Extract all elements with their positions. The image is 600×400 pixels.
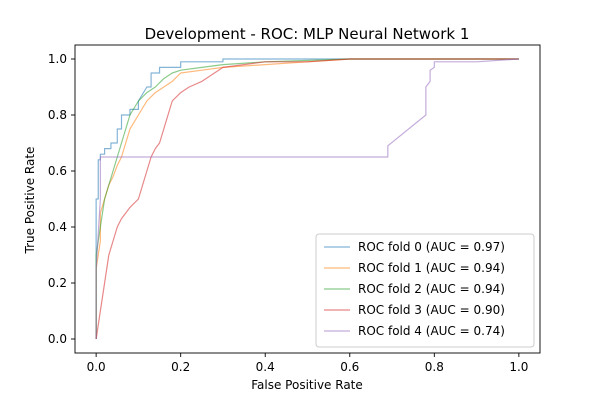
y-tick-label: 0.2: [48, 276, 67, 290]
y-tick-label: 1.0: [48, 52, 67, 66]
legend: ROC fold 0 (AUC = 0.97) ROC fold 1 (AUC =…: [315, 233, 535, 348]
legend-label-fold-0: ROC fold 0 (AUC = 0.97): [358, 240, 505, 254]
roc-curve-fold-2: [95, 58, 519, 339]
legend-label-fold-3: ROC fold 3 (AUC = 0.90): [358, 303, 505, 317]
x-tick-label: 0.0: [87, 360, 106, 374]
y-tick-label: 0.6: [48, 164, 67, 178]
x-tick-label: 0.6: [340, 360, 359, 374]
axes-frame: [74, 44, 541, 354]
x-tick-label: 0.8: [425, 360, 444, 374]
x-tick-label: 1.0: [509, 360, 528, 374]
y-axis-label: True Positive Rate: [23, 147, 37, 255]
legend-label-fold-1: ROC fold 1 (AUC = 0.94): [358, 261, 505, 275]
legend-label-fold-4: ROC fold 4 (AUC = 0.74): [358, 324, 505, 338]
roc-curve-fold-1: [95, 58, 519, 339]
y-tick-label: 0.0: [48, 332, 67, 346]
plot-area: 0.0 0.2 0.4 0.6 0.8 1.0 0.0 0.2 0.4 0.6 0.8 1.0: [48, 44, 541, 374]
x-tick-label: 0.4: [256, 360, 275, 374]
roc-curve-fold-3: [95, 58, 519, 340]
y-tick-label: 0.4: [48, 220, 67, 234]
roc-curve-fold-4: [95, 58, 519, 339]
x-axis-label: False Positive Rate: [251, 378, 363, 392]
chart-title: Development - ROC: MLP Neural Network 1: [145, 25, 470, 43]
legend-frame: [315, 233, 535, 348]
x-tick-label: 0.2: [171, 360, 190, 374]
y-tick-label: 0.8: [48, 108, 67, 122]
legend-label-fold-2: ROC fold 2 (AUC = 0.94): [358, 282, 505, 296]
